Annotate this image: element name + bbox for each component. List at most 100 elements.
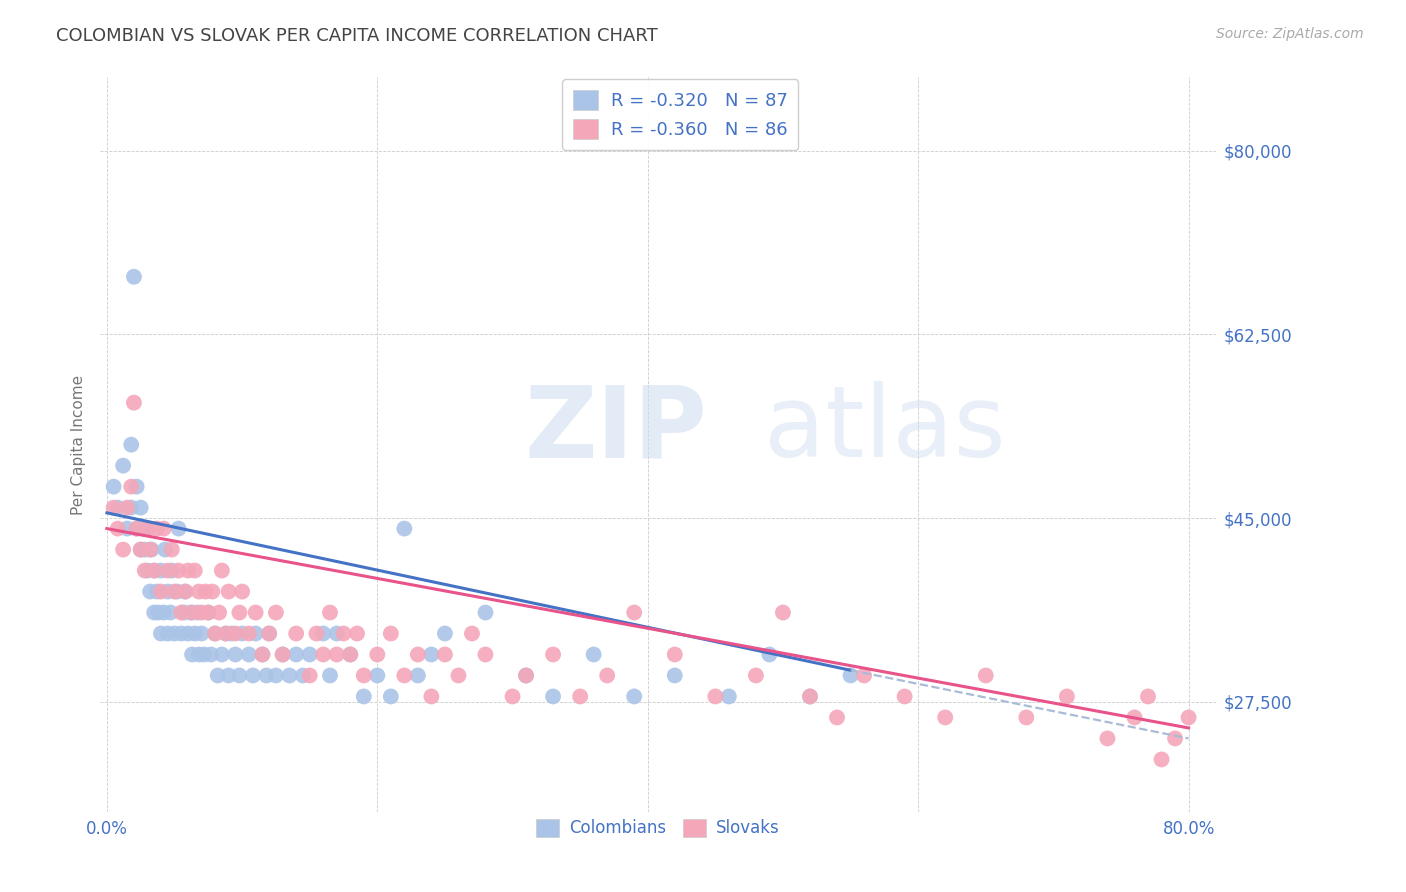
Point xyxy=(366,668,388,682)
Point xyxy=(184,626,207,640)
Point xyxy=(166,584,188,599)
Point xyxy=(103,500,125,515)
Point xyxy=(974,668,997,682)
Point xyxy=(129,542,152,557)
Point xyxy=(934,710,956,724)
Point xyxy=(170,626,193,640)
Point xyxy=(264,606,287,620)
Point xyxy=(224,648,246,662)
Point xyxy=(515,668,537,682)
Point xyxy=(173,606,195,620)
Point xyxy=(208,606,231,620)
Point xyxy=(758,648,780,662)
Point xyxy=(339,648,361,662)
Point xyxy=(177,564,200,578)
Point xyxy=(433,626,456,640)
Point xyxy=(406,648,429,662)
Point xyxy=(394,522,416,536)
Point xyxy=(194,584,217,599)
Point xyxy=(125,522,148,536)
Point xyxy=(799,690,821,704)
Point xyxy=(1177,710,1199,724)
Point xyxy=(149,626,172,640)
Point xyxy=(200,648,222,662)
Point xyxy=(238,648,260,662)
Point xyxy=(515,668,537,682)
Point xyxy=(136,522,159,536)
Point xyxy=(245,606,267,620)
Point xyxy=(215,626,238,640)
Point xyxy=(291,668,314,682)
Point xyxy=(181,606,204,620)
Point xyxy=(353,690,375,704)
Point xyxy=(107,500,129,515)
Point xyxy=(120,437,142,451)
Point xyxy=(190,626,212,640)
Point xyxy=(156,626,179,640)
Point xyxy=(156,564,179,578)
Point xyxy=(772,606,794,620)
Point xyxy=(160,542,183,557)
Point xyxy=(1056,690,1078,704)
Point xyxy=(143,564,166,578)
Point xyxy=(180,606,202,620)
Point xyxy=(141,542,163,557)
Point xyxy=(146,522,169,536)
Point xyxy=(406,668,429,682)
Point xyxy=(201,584,224,599)
Point xyxy=(129,500,152,515)
Point xyxy=(252,648,274,662)
Point xyxy=(146,584,169,599)
Text: ZIP: ZIP xyxy=(524,382,707,478)
Point xyxy=(112,542,135,557)
Point xyxy=(326,648,349,662)
Point xyxy=(120,480,142,494)
Point xyxy=(174,584,197,599)
Point xyxy=(353,668,375,682)
Point xyxy=(245,626,267,640)
Point xyxy=(184,564,207,578)
Point xyxy=(1123,710,1146,724)
Point xyxy=(664,648,686,662)
Point xyxy=(1150,752,1173,766)
Point xyxy=(136,522,159,536)
Point xyxy=(312,626,335,640)
Point xyxy=(218,668,240,682)
Point xyxy=(187,648,209,662)
Point xyxy=(264,668,287,682)
Point xyxy=(596,668,619,682)
Point xyxy=(420,690,443,704)
Point xyxy=(122,395,145,409)
Point xyxy=(174,584,197,599)
Point xyxy=(252,648,274,662)
Point xyxy=(271,648,294,662)
Point xyxy=(143,606,166,620)
Point xyxy=(193,648,215,662)
Point xyxy=(120,500,142,515)
Point xyxy=(211,648,233,662)
Point xyxy=(664,668,686,682)
Point xyxy=(394,668,416,682)
Point xyxy=(461,626,484,640)
Point xyxy=(125,480,148,494)
Point xyxy=(215,626,238,640)
Point xyxy=(271,648,294,662)
Point xyxy=(278,668,301,682)
Point xyxy=(125,522,148,536)
Point xyxy=(139,584,162,599)
Point xyxy=(326,626,349,640)
Point xyxy=(339,648,361,662)
Point xyxy=(238,626,260,640)
Point xyxy=(134,542,156,557)
Point xyxy=(152,606,174,620)
Point xyxy=(219,626,242,640)
Point xyxy=(197,606,219,620)
Point xyxy=(228,606,250,620)
Point xyxy=(332,626,354,640)
Point xyxy=(541,690,564,704)
Point xyxy=(346,626,368,640)
Point xyxy=(149,564,172,578)
Point xyxy=(152,522,174,536)
Point xyxy=(623,690,645,704)
Point xyxy=(799,690,821,704)
